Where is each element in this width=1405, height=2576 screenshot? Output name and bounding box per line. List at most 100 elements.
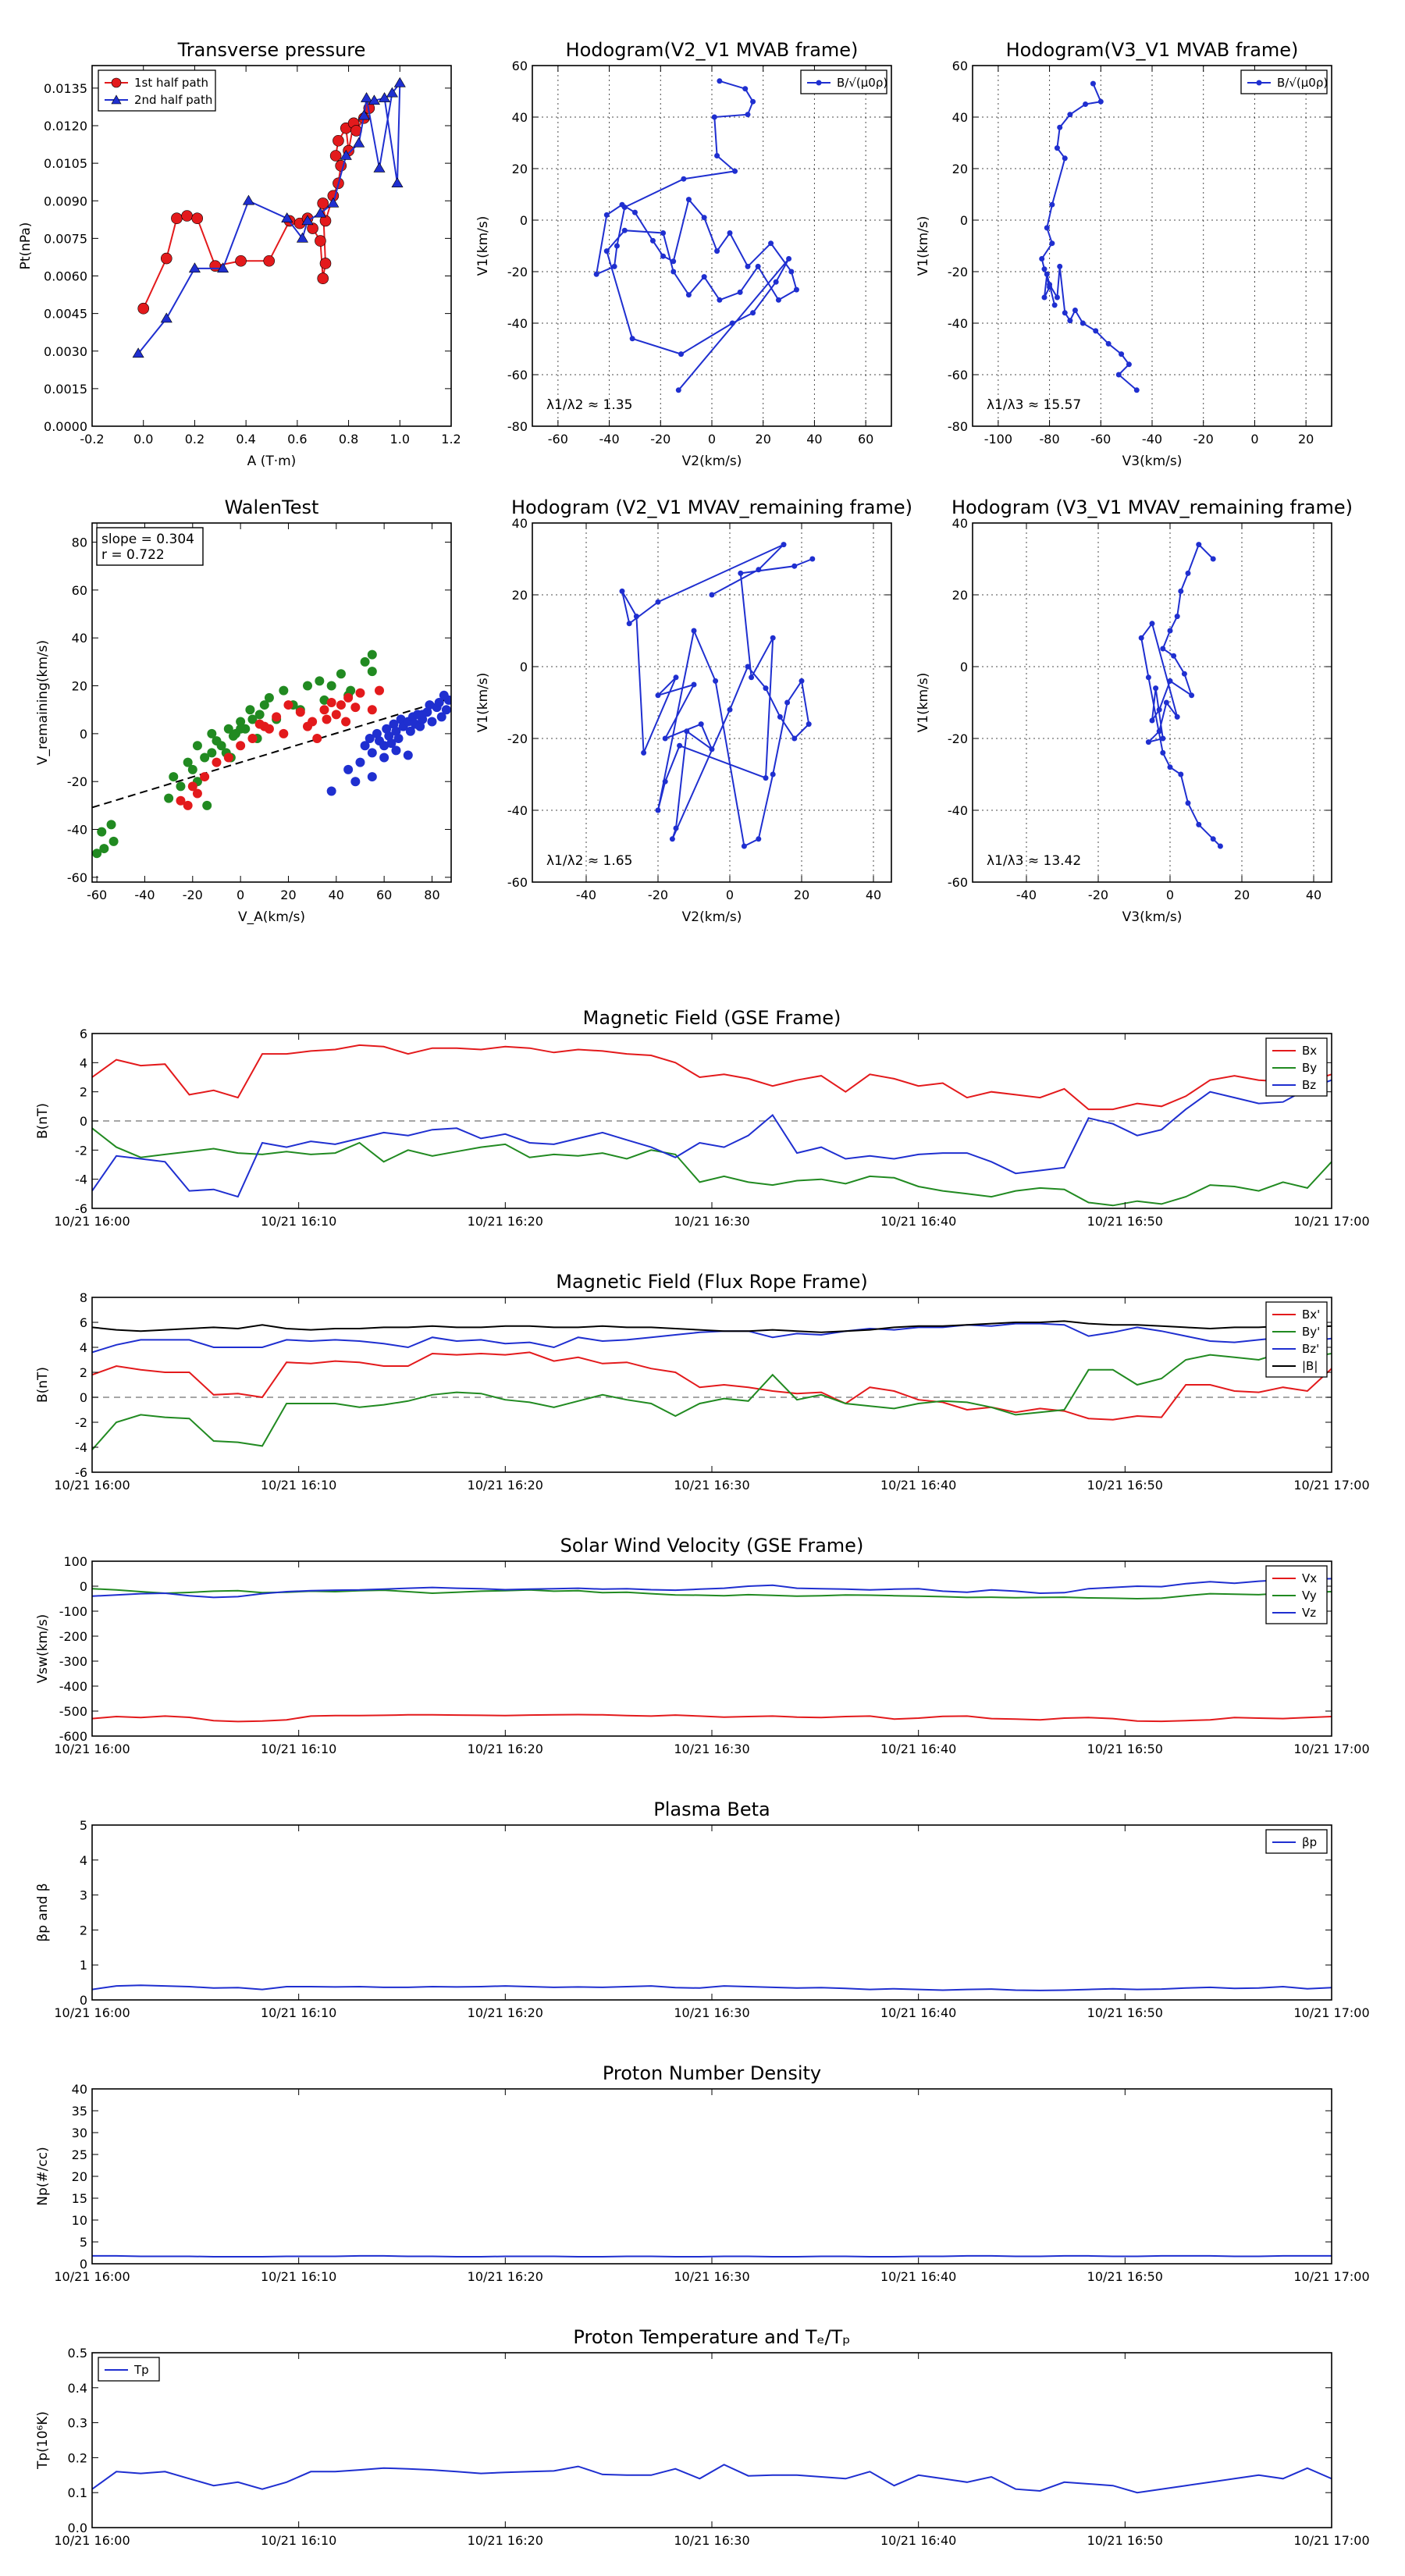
y-tick-label: 80 (72, 535, 87, 550)
y-axis-label: βp and β (35, 1883, 51, 1941)
data-point (685, 197, 692, 203)
y-tick-label: 4 (80, 1055, 87, 1070)
y-tick-label: -40 (948, 803, 968, 818)
data-point (403, 750, 413, 760)
data-point (1049, 240, 1055, 247)
data-point (717, 78, 723, 84)
data-point (756, 836, 762, 842)
data-point (341, 717, 351, 727)
data-point (1097, 98, 1104, 105)
data-point (367, 649, 377, 660)
data-point (655, 599, 661, 605)
series-line-vz (92, 1578, 1332, 1599)
chart-plasma_beta: 10/21 16:00 10/21 16:10 10/21 16:20 10/21 1… (35, 1799, 1370, 2020)
chart-title: Magnetic Field (GSE Frame) (583, 1007, 841, 1029)
data-point (176, 795, 186, 806)
data-point (626, 621, 632, 627)
plot-area (92, 2254, 1332, 2258)
plot-frame (972, 522, 1332, 883)
x-tick-label: 1.2 (441, 432, 461, 447)
data-point (1174, 614, 1180, 620)
chart-sw_velocity: 10/21 16:00 10/21 16:10 10/21 16:20 10/21 1… (35, 1535, 1370, 1756)
x-tick-label: 10/21 17:00 (1293, 1214, 1369, 1229)
chart-title: Proton Number Density (603, 2062, 821, 2084)
y-tick-label: -40 (507, 316, 528, 331)
data-point (425, 700, 435, 710)
x-axis-label: V2(km/s) (682, 454, 742, 469)
data-point (737, 289, 743, 295)
x-tick-label: 20 (1234, 888, 1250, 902)
x-tick-label: 10/21 16:20 (468, 2005, 543, 2020)
data-point (317, 197, 329, 209)
data-point (777, 713, 783, 720)
x-tick-label: 10/21 16:20 (468, 1214, 543, 1229)
data-point (675, 387, 681, 393)
annotation: λ1/λ3 ≈ 15.57 (987, 397, 1081, 413)
chart-proton_density: 10/21 16:00 10/21 16:10 10/21 16:20 10/21 1… (35, 2062, 1370, 2284)
x-tick-label: 10/21 16:50 (1087, 2005, 1163, 2020)
data-point (714, 153, 720, 158)
data-point (1138, 635, 1144, 641)
data-point (749, 674, 755, 681)
x-tick-label: 0.4 (236, 432, 255, 447)
data-point (181, 210, 193, 222)
data-point (709, 746, 715, 753)
data-point (405, 726, 415, 736)
data-point (301, 215, 314, 226)
chart-title: Hodogram (V2_V1 MVAV_remaining frame) (511, 496, 912, 518)
x-tick-label: 10/21 16:40 (880, 2533, 956, 2548)
x-tick-label: 0 (708, 432, 716, 447)
data-point (770, 771, 776, 777)
chart-title: Solar Wind Velocity (GSE Frame) (560, 1535, 864, 1557)
x-tick-label: 10/21 16:20 (468, 2533, 543, 2548)
y-tick-label: 0.0105 (44, 156, 87, 171)
data-point (247, 734, 258, 743)
y-axis-label: B(nT) (35, 1103, 51, 1139)
data-point (336, 669, 346, 679)
data-point (367, 705, 377, 715)
y-tick-label: 3 (80, 1888, 87, 1903)
data-point (279, 685, 289, 696)
y-tick-label: -400 (59, 1679, 87, 1694)
data-point (791, 563, 798, 569)
data-point (176, 781, 186, 792)
y-tick-label: -500 (59, 1704, 87, 1719)
data-point (1083, 101, 1089, 107)
legend-label: Bx' (1302, 1308, 1320, 1322)
data-point (701, 215, 707, 221)
data-point (183, 757, 193, 767)
data-point (343, 692, 354, 703)
x-tick-label: 0 (1250, 432, 1258, 447)
data-point (207, 728, 217, 738)
data-point (418, 710, 428, 720)
x-tick-label: -40 (1142, 432, 1162, 447)
data-point (350, 703, 361, 713)
data-point (360, 656, 370, 667)
y-tick-label: -20 (507, 731, 528, 746)
data-point (768, 240, 774, 247)
x-tick-label: 20 (794, 888, 809, 902)
y-tick-label: -60 (67, 870, 87, 885)
y-tick-label: -40 (67, 823, 87, 838)
y-tick-label: 0 (80, 1993, 87, 2008)
data-point (660, 253, 667, 259)
x-tick-label: -40 (134, 888, 155, 902)
data-point (727, 230, 733, 236)
x-tick-label: 10/21 17:00 (1293, 2005, 1369, 2020)
data-point (1039, 256, 1045, 262)
y-tick-label: 20 (952, 162, 968, 176)
data-point (670, 258, 677, 265)
series-line-vx (92, 1713, 1332, 1723)
legend-label: B/√(μ0ρ) (1277, 76, 1328, 90)
data-point (738, 570, 744, 576)
legend-label: B/√(μ0ρ) (837, 76, 887, 90)
data-point (108, 836, 119, 846)
y-tick-label: 0.0015 (44, 382, 87, 397)
x-tick-label: -20 (1088, 888, 1108, 902)
x-tick-label: 0.2 (185, 432, 205, 447)
y-axis-label: Pt(nPa) (18, 222, 34, 270)
data-point (137, 302, 150, 315)
y-tick-label: 40 (72, 631, 87, 646)
y-tick-label: 0.0060 (44, 269, 87, 284)
